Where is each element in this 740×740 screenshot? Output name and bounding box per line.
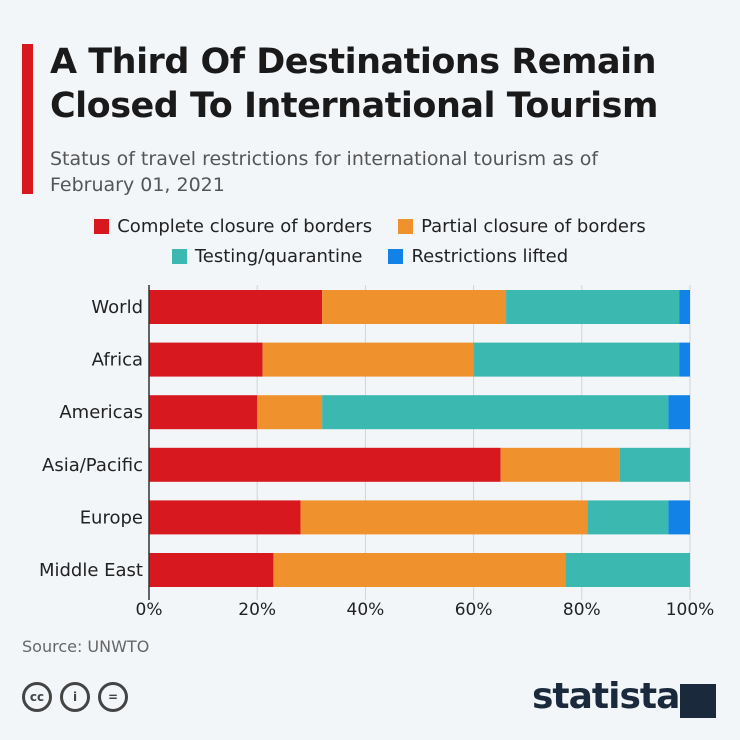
bar-segment	[506, 290, 680, 324]
title-accent-bar	[22, 44, 33, 194]
category-label: World	[91, 297, 143, 318]
bar-segment	[149, 395, 258, 430]
bar-segment	[149, 447, 501, 482]
bar-segment	[668, 500, 690, 535]
cc-icon: cc	[22, 682, 52, 712]
bar-segment	[300, 500, 588, 535]
legend-swatch	[171, 249, 187, 264]
category-label: Europe	[80, 507, 143, 528]
category-label: Africa	[92, 350, 143, 371]
bar-segment	[149, 500, 301, 535]
stacked-bar-chart: 0% 20% 40% 60% 80% 100% World Africa Americas Asi…	[39, 285, 715, 620]
legend-label: Partial closure of borders	[421, 216, 646, 237]
no-derivatives-icon: =	[98, 682, 128, 712]
chart-subtitle: Status of travel restrictions for intern…	[50, 148, 599, 196]
bar-segment	[262, 342, 474, 377]
bar-segment	[322, 395, 669, 430]
legend-label: Testing/quarantine	[194, 246, 363, 267]
bar-segment	[149, 342, 263, 377]
legend-row-2: Testing/quarantine Restrictions lifted	[0, 246, 740, 267]
x-tick-label: 80%	[563, 600, 601, 620]
statista-logo: statista	[532, 676, 680, 717]
legend-swatch	[94, 219, 110, 234]
x-tick-label: 20%	[238, 600, 276, 620]
x-tick-label: 40%	[347, 600, 385, 620]
source-note: Source: UNWTO	[22, 637, 150, 656]
bar-segment	[500, 447, 620, 482]
x-tick-label: 60%	[455, 600, 493, 620]
category-label: Americas	[59, 402, 143, 423]
bar-segment	[273, 553, 566, 587]
legend-label: Complete closure of borders	[117, 216, 373, 237]
bar-segment	[619, 447, 690, 482]
legend-item: Testing/quarantine	[171, 246, 363, 267]
bar-segment	[565, 553, 690, 587]
bar-segment	[679, 342, 690, 377]
legend-item: Restrictions lifted	[388, 246, 568, 267]
x-tick-label: 0%	[136, 600, 163, 620]
legend-item: Partial closure of borders	[398, 216, 646, 237]
bar-segment	[149, 290, 323, 324]
bar-segment	[322, 290, 507, 324]
category-label: Middle East	[39, 560, 143, 581]
category-label: Asia/Pacific	[42, 455, 143, 476]
bar-segment	[473, 342, 680, 377]
legend-item: Complete closure of borders	[94, 216, 372, 237]
bar-segment	[679, 290, 690, 324]
bar-segment	[668, 395, 690, 430]
legend-label: Restrictions lifted	[411, 246, 569, 267]
x-tick-label: 100%	[666, 600, 715, 620]
bar-segment	[149, 553, 274, 587]
bar-segment	[257, 395, 323, 430]
bar-segment	[587, 500, 669, 535]
legend-swatch	[398, 219, 414, 234]
license-icons: cc i =	[22, 682, 128, 712]
chart-title: A Third Of Destinations Remain Closed To…	[50, 42, 658, 126]
legend-swatch	[388, 249, 404, 264]
statista-logo-mark	[680, 684, 716, 718]
legend-row-1: Complete closure of borders Partial clos…	[0, 216, 740, 237]
attribution-icon: i	[60, 682, 90, 712]
